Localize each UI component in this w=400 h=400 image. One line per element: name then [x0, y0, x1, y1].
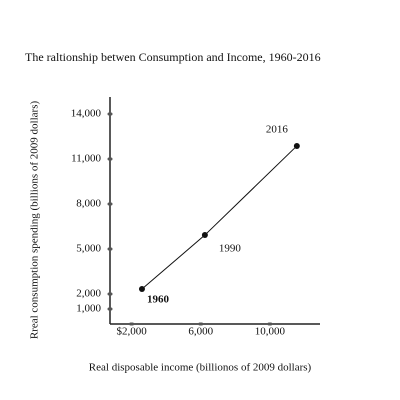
y-tick-label: 14,000 — [71, 108, 102, 120]
point — [201, 232, 208, 239]
y-tick-label: 5,000 — [76, 243, 101, 255]
point-label: 2016 — [266, 123, 289, 135]
point-label: 1960 — [147, 294, 170, 306]
x-axis-label: Real disposable income (billionos of 200… — [89, 362, 312, 374]
point — [293, 142, 300, 149]
y-tick-label: 11,000 — [71, 153, 101, 165]
line — [141, 145, 298, 290]
chart-title: The raltionship betwen Consumption and I… — [25, 50, 321, 64]
y-tick-label: 2,000 — [76, 288, 101, 300]
x-tick-label: 10,000 — [255, 326, 286, 338]
y-tick-label: 8,000 — [76, 198, 101, 210]
point-label: 1990 — [219, 243, 242, 255]
y-tick-label: 1,000 — [76, 303, 101, 315]
point — [138, 286, 145, 293]
x-tick-label: 6,000 — [188, 326, 213, 338]
x-tick-label: $2,000 — [116, 326, 147, 338]
y-axis-label: Rreal consumption spending (billions of … — [29, 101, 41, 340]
